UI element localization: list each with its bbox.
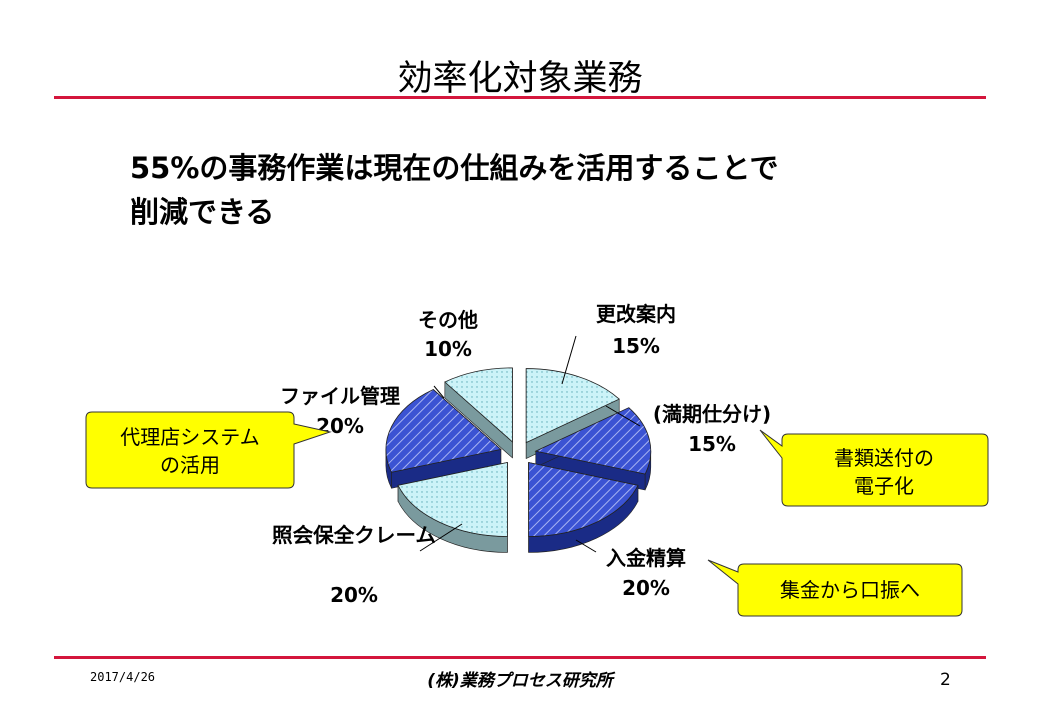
leader-file (433, 385, 445, 399)
value-shoukai: 20% (330, 583, 378, 607)
slice-sonota-top (444, 367, 513, 443)
leader-shoukai (419, 523, 463, 552)
headline-line-1: 55%の事務作業は現在の仕組みを活用することで (130, 151, 779, 185)
slice-nyukin (528, 461, 639, 553)
callout-collection-text: 集金から口振へ (780, 578, 920, 602)
callout-documents: 書類送付の 電子化 (759, 429, 989, 507)
label-nyukin: 入金精算 (606, 546, 686, 570)
callout-agency-line1: 代理店システム (120, 425, 259, 449)
slice-sonota (444, 367, 513, 459)
callout-documents-line2: 電子化 (854, 474, 914, 498)
callout-agency: 代理店システム の活用 (85, 411, 332, 489)
callout-agency-line2: の活用 (160, 453, 220, 477)
slice-manki (534, 407, 652, 491)
slice-shoukai-top (397, 461, 508, 537)
pie-slices (385, 367, 652, 553)
label-manki: (満期仕分け) (653, 402, 771, 426)
label-koukai: 更改案内 (596, 302, 676, 326)
footer-page-number: 2 (940, 670, 951, 690)
footer-divider (54, 656, 986, 659)
label-sonota: その他 (418, 308, 478, 332)
pie-chart: その他 10% 更改案内 15% (満期仕分け) 15% ファイル管理 20% … (85, 302, 989, 617)
slice-file-top (385, 389, 502, 473)
headline-line-2: 削減できる (130, 195, 275, 229)
footer-company: (株)業務プロセス研究所 (427, 671, 613, 691)
leader-manki (605, 405, 641, 427)
leader-nyukin (575, 539, 597, 553)
slice-manki-top (534, 407, 652, 475)
slice-nyukin-top (528, 461, 639, 537)
value-nyukin: 20% (622, 576, 670, 600)
leader-koukai (561, 335, 577, 385)
value-sonota: 10% (424, 337, 472, 361)
slide-title: 効率化対象業務 (397, 59, 643, 99)
slice-shoukai (397, 461, 508, 553)
headline: 55%の事務作業は現在の仕組みを活用することで 削減できる (130, 146, 950, 234)
footer-date: 2017/4/26 (90, 670, 156, 684)
slice-koukai (525, 368, 620, 460)
callout-documents-line1: 書類送付の (834, 446, 934, 470)
label-file: ファイル管理 (280, 384, 400, 408)
slice-file (385, 388, 502, 489)
callout-collection: 集金から口振へ (707, 559, 963, 617)
label-shoukai: 照会保全クレーム (272, 523, 436, 547)
title-divider (54, 96, 986, 99)
value-manki: 15% (688, 432, 736, 456)
value-koukai: 15% (612, 334, 660, 358)
slice-koukai-top (525, 368, 620, 444)
